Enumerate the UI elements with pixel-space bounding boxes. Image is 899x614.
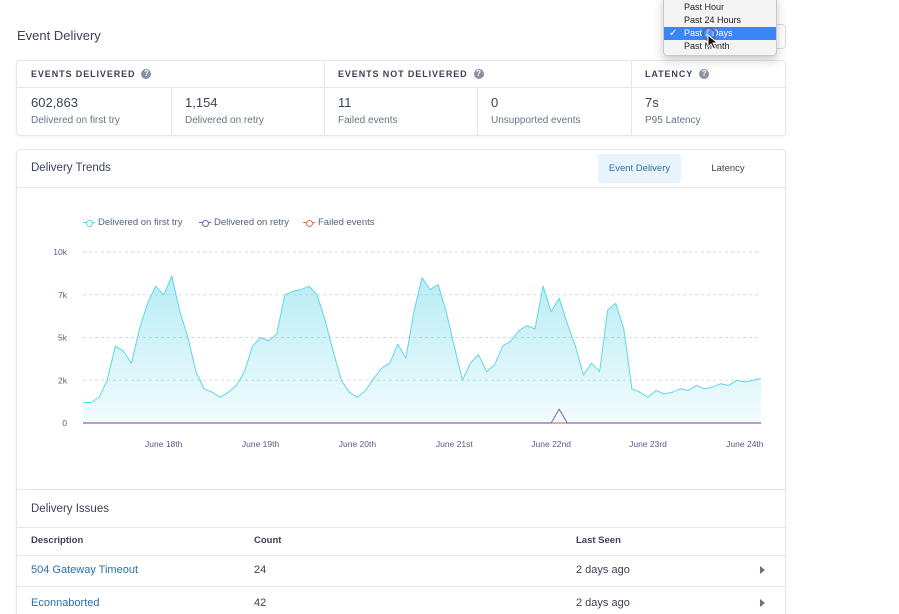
issue-description-link[interactable]: Econnaborted [31,597,100,609]
chevron-right-icon[interactable] [760,599,765,607]
latency-header: LATENCY ? [631,61,786,88]
stats-card: EVENTS DELIVERED ? EVENTS NOT DELIVERED … [16,60,786,136]
latency-header-label: LATENCY [645,69,694,79]
column-header-description: Description [31,535,84,546]
x-tick-label: June 22nd [531,439,571,449]
tab-latency[interactable]: Latency [711,163,745,174]
delivery-trends-chart[interactable]: 10k 7k 5k 2k 0 June 18th June 19th June 20th Jun… [17,188,785,488]
stat-value: 1,154 [185,95,218,110]
y-tick-label: 0 [62,418,67,428]
dropdown-option-past-24-hours[interactable]: Past 24 Hours [664,14,776,27]
y-tick-label: 7k [58,290,68,300]
divider [17,527,785,528]
divider [171,88,172,136]
dropdown-option-past-month[interactable]: Past Month [664,40,776,53]
stat-label: Failed events [338,115,398,126]
events-delivered-header-label: EVENTS DELIVERED [31,69,136,79]
issue-last-seen: 2 days ago [576,564,630,576]
legend-marker [83,219,95,227]
divider [17,586,785,587]
divider [17,187,785,188]
stat-delivered-retry: 1,154 Delivered on retry [171,88,324,136]
divider [631,61,632,136]
legend-failed-events[interactable]: Failed events [303,217,375,228]
stat-label: Unsupported events [491,115,581,126]
series-delivered-retry-line [83,408,761,424]
stat-failed-events: 11 Failed events [324,88,477,136]
time-range-dropdown: Past Hour Past 24 Hours ✓ Past 7 Days Pas… [663,0,777,56]
legend-label: Delivered on first try [98,217,183,228]
stat-label: Delivered on first try [31,115,120,126]
events-delivered-header: EVENTS DELIVERED ? [17,61,324,88]
x-tick-label: June 18th [145,439,183,449]
stat-value: 602,863 [31,95,78,110]
stat-value: 7s [645,95,659,110]
checkmark-icon: ✓ [669,28,678,39]
option-label: Past 24 Hours [684,15,742,25]
option-label: Past Month [684,41,730,51]
stat-value: 0 [491,95,499,110]
help-icon[interactable]: ? [141,69,152,79]
stat-unsupported-events: 0 Unsupported events [477,88,631,136]
x-tick-label: June 24th [726,439,764,449]
divider [477,88,478,136]
divider [324,61,325,136]
legend-marker [199,219,211,227]
legend-label: Delivered on retry [214,217,289,228]
chevron-right-icon[interactable] [760,566,765,574]
x-tick-label: June 23rd [629,439,667,449]
delivery-trends-title: Delivery Trends [31,162,111,174]
dropdown-option-past-7-days[interactable]: ✓ Past 7 Days [664,27,776,40]
legend-delivered-retry[interactable]: Delivered on retry [199,217,289,228]
help-icon[interactable]: ? [699,69,710,79]
legend-marker [303,219,315,227]
y-tick-label: 10k [53,247,67,257]
mouse-pointer-icon [707,34,719,50]
legend-label: Failed events [318,217,375,228]
stat-p95-latency: 7s P95 Latency [631,88,786,136]
divider [17,555,785,556]
tab-event-delivery[interactable]: Event Delivery [598,154,681,183]
issue-description-link[interactable]: 504 Gateway Timeout [31,564,139,576]
column-header-count: Count [254,535,282,546]
divider [17,489,785,490]
option-label: Past Hour [684,2,725,12]
stat-label: P95 Latency [645,115,701,126]
y-tick-label: 5k [58,333,68,343]
stat-label: Delivered on retry [185,115,264,126]
stat-delivered-first-try: 602,863 Delivered on first try [17,88,171,136]
y-tick-label: 2k [58,375,68,385]
stat-value: 11 [338,95,352,110]
x-tick-label: June 19th [242,439,280,449]
x-tick-label: June 20th [339,439,377,449]
events-not-delivered-header-label: EVENTS NOT DELIVERED [338,69,468,79]
x-tick-label: June 21st [436,439,473,449]
dropdown-option-past-hour[interactable]: Past Hour [664,1,776,14]
issue-count: 24 [254,564,267,576]
issue-count: 42 [254,597,267,609]
legend-delivered-first-try[interactable]: Delivered on first try [83,217,182,228]
series-delivered-first-try-area [83,275,761,423]
column-header-last-seen: Last Seen [576,535,621,546]
events-not-delivered-header: EVENTS NOT DELIVERED ? [324,61,631,88]
issue-last-seen: 2 days ago [576,597,630,609]
page-title: Event Delivery [17,28,101,43]
help-icon[interactable]: ? [473,69,484,79]
series-delivered-first-try-line [83,275,762,403]
delivery-trends-card: Delivery Trends Event Delivery Latency D… [16,149,786,614]
delivery-issues-title: Delivery Issues [31,503,109,515]
